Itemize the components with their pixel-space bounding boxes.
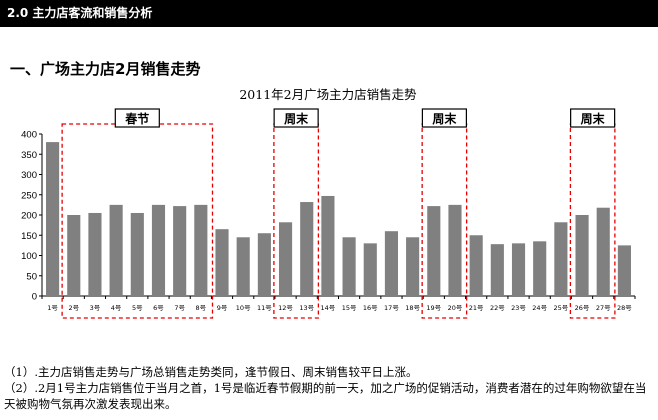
bar bbox=[173, 206, 187, 296]
bar bbox=[321, 195, 335, 296]
highlight-label-box bbox=[421, 108, 467, 128]
x-tick-label: 14号 bbox=[321, 304, 336, 312]
highlight-label: 周末 bbox=[581, 111, 606, 126]
bar bbox=[342, 237, 356, 296]
highlight-label-box bbox=[114, 108, 160, 128]
bar bbox=[215, 229, 229, 296]
x-tick-label: 11号 bbox=[257, 304, 272, 312]
x-tick-label: 13号 bbox=[299, 304, 314, 312]
x-tick-label: 24号 bbox=[532, 304, 547, 312]
x-tick-label: 8号 bbox=[196, 304, 207, 312]
x-tick-label: 19号 bbox=[426, 304, 441, 312]
y-tick-label: 400 bbox=[21, 130, 37, 141]
bar bbox=[554, 222, 568, 296]
x-tick-label: 5号 bbox=[132, 304, 143, 312]
note-2: （2）.2月1号主力店销售位于当月之首，1号是临近春节假期的前一天，加之广场的促… bbox=[4, 381, 647, 411]
y-tick-label: 50 bbox=[26, 271, 37, 282]
highlight-label: 周末 bbox=[284, 111, 309, 126]
bar bbox=[194, 204, 208, 296]
x-tick-label: 25号 bbox=[553, 304, 568, 312]
highlight-label-box bbox=[273, 108, 319, 128]
bar bbox=[300, 202, 314, 296]
x-tick-label: 7号 bbox=[174, 304, 185, 312]
highlight-label: 春节 bbox=[124, 111, 149, 126]
bar bbox=[151, 204, 166, 296]
highlight-label-box bbox=[570, 108, 616, 128]
x-tick-label: 9号 bbox=[217, 304, 228, 312]
bar bbox=[406, 237, 420, 296]
bar bbox=[67, 215, 81, 296]
x-tick-label: 26号 bbox=[575, 304, 590, 312]
bar bbox=[236, 237, 250, 296]
y-tick-label: 0 bbox=[32, 292, 37, 303]
bar bbox=[109, 204, 123, 296]
x-tick-label: 21号 bbox=[469, 304, 484, 312]
bar bbox=[130, 212, 144, 296]
x-tick-label: 3号 bbox=[90, 304, 101, 312]
x-tick-label: 16号 bbox=[363, 304, 378, 312]
x-tick-label: 22号 bbox=[490, 304, 505, 312]
plot-area: 0 50 100 150 200 250 300 350 400 1号 2号 3号 4号 5号 6号 7号 8号… bbox=[21, 108, 636, 319]
x-tick-label: 12号 bbox=[278, 304, 293, 312]
y-tick-label: 200 bbox=[21, 211, 37, 222]
y-tick-label: 300 bbox=[21, 170, 37, 181]
x-tick-label: 10号 bbox=[236, 304, 251, 312]
y-tick-label: 250 bbox=[21, 190, 37, 201]
bar bbox=[46, 142, 60, 296]
x-tick-label: 23号 bbox=[511, 304, 526, 312]
x-tick-label: 1号 bbox=[47, 304, 58, 312]
x-tick-label: 20号 bbox=[448, 304, 463, 312]
bar bbox=[363, 243, 377, 296]
bar bbox=[448, 204, 462, 296]
highlight-box bbox=[61, 123, 214, 319]
bar bbox=[617, 245, 631, 296]
x-tick-label: 18号 bbox=[405, 304, 420, 312]
section-title: 2.0 主力店客流和销售分析 bbox=[7, 6, 153, 20]
x-tick-label: 2号 bbox=[68, 304, 79, 312]
sales-bar-chart: 2011年2月广场主力店销售走势 0 50 100 150 200 250 300 350 40… bbox=[21, 87, 636, 319]
bar bbox=[384, 231, 399, 296]
x-tick-label: 15号 bbox=[342, 304, 357, 312]
x-tick-label: 17号 bbox=[384, 304, 399, 312]
bar bbox=[490, 244, 504, 296]
bar bbox=[278, 222, 293, 296]
bar bbox=[427, 206, 441, 296]
bar bbox=[533, 241, 547, 296]
bar bbox=[88, 212, 102, 296]
analysis-notes: （1）.主力店销售走势与广场总销售走势类同，逢节假日、周末销售较平日上涨。 （2… bbox=[4, 364, 656, 412]
bar bbox=[511, 243, 526, 296]
bar bbox=[469, 235, 483, 296]
chart-title: 2011年2月广场主力店销售走势 bbox=[239, 87, 417, 102]
y-tick-label: 350 bbox=[21, 150, 37, 161]
x-tick-label: 6号 bbox=[153, 304, 164, 312]
note-1: （1）.主力店销售走势与广场总销售走势类同，逢节假日、周末销售较平日上涨。 bbox=[4, 365, 418, 379]
x-tick-label: 28号 bbox=[617, 304, 632, 312]
x-tick-label: 4号 bbox=[111, 304, 122, 312]
section-header-bar: 2.0 主力店客流和销售分析 bbox=[0, 0, 658, 27]
page-heading: 一、广场主力店2月销售走势 bbox=[10, 60, 201, 78]
y-tick-label: 100 bbox=[21, 251, 37, 262]
bar bbox=[257, 233, 271, 296]
x-tick-label: 27号 bbox=[596, 304, 611, 312]
bar bbox=[596, 207, 610, 296]
highlight-label: 周末 bbox=[432, 111, 457, 126]
bar bbox=[575, 215, 589, 296]
y-tick-label: 150 bbox=[21, 231, 37, 242]
